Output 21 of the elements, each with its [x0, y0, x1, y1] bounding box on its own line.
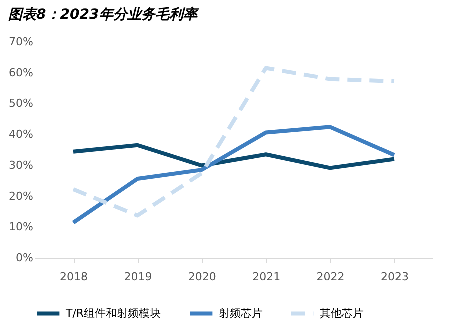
legend-label: 射频芯片	[219, 306, 263, 320]
chart-title: 图表8：2023年分业务毛利率	[8, 6, 200, 23]
y-tick-label: 60%	[9, 66, 34, 80]
x-tick-label: 2021	[252, 270, 281, 284]
y-tick-label: 10%	[9, 220, 34, 234]
y-tick-label: 20%	[9, 190, 34, 203]
legend-label: T/R组件和射频模块	[65, 306, 162, 320]
x-tick-label: 2018	[60, 270, 88, 284]
y-tick-label: 40%	[9, 128, 34, 142]
legend-label: 其他芯片	[320, 306, 364, 320]
y-tick-label: 0%	[16, 252, 34, 264]
x-tick-label: 2019	[124, 270, 152, 284]
y-tick-label: 30%	[9, 158, 34, 172]
y-tick-label: 70%	[9, 36, 34, 48]
line-series	[72, 143, 396, 170]
line-series	[72, 125, 396, 225]
x-tick-label: 2022	[316, 270, 345, 284]
x-tick-label: 2023	[380, 270, 409, 284]
line-series	[72, 66, 396, 218]
x-tick-label: 2020	[188, 270, 216, 284]
y-tick-label: 50%	[9, 97, 34, 110]
